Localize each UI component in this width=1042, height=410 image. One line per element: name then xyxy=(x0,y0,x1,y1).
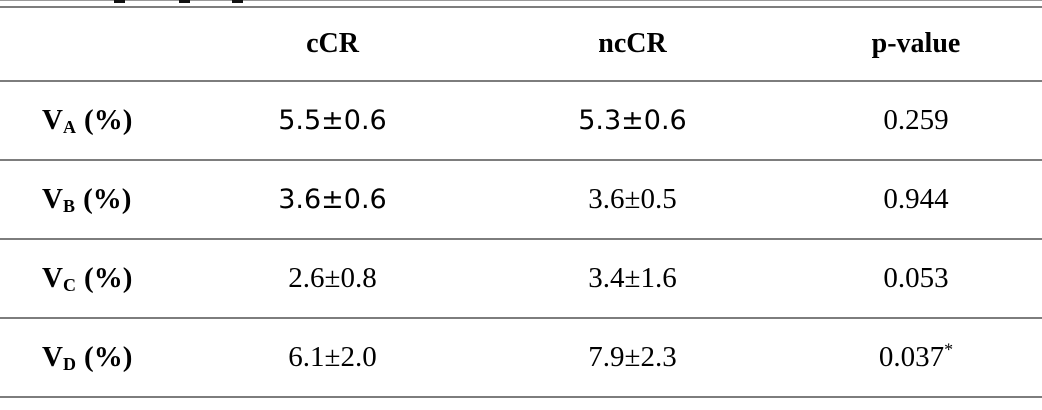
subscript: A xyxy=(62,116,76,137)
value-pvalue: 0.053 xyxy=(883,262,949,294)
column-header-ccr: cCR xyxy=(306,28,359,59)
clipped-glyph-descender xyxy=(179,0,190,3)
row-label-vb: VB (%) xyxy=(42,183,132,216)
value-nccr: 3.6±0.5 xyxy=(588,183,677,215)
table-row-vd: VD (%) 6.1±2.0 7.9±2.3 0.037* xyxy=(0,318,1042,397)
value-ccr: 3.6±0.6 xyxy=(278,184,387,215)
table-row-vb: VB (%) 3.6±0.6 3.6±0.5 0.944 xyxy=(0,160,1042,239)
clipped-glyph-descender xyxy=(232,0,243,3)
significance-asterisk: * xyxy=(944,339,954,360)
value-pvalue: 0.944 xyxy=(883,183,949,215)
row-label-va: VA (%) xyxy=(42,104,133,137)
subscript: C xyxy=(62,274,76,295)
comparison-table: cCR ncCR p-value VA (%) 5.5±0.6 5.3±0.6 0… xyxy=(0,6,1042,398)
subscript: B xyxy=(62,195,75,216)
column-header-pvalue: p-value xyxy=(871,28,961,59)
value-nccr: 3.4±1.6 xyxy=(588,262,677,294)
value-nccr: 5.3±0.6 xyxy=(578,105,687,136)
corner-cell xyxy=(0,7,190,81)
header-row: cCR ncCR p-value xyxy=(0,7,1042,81)
value-ccr: 6.1±2.0 xyxy=(288,341,377,373)
value-ccr: 2.6±0.8 xyxy=(288,262,377,294)
value-ccr: 5.5±0.6 xyxy=(278,105,387,136)
table-row-va: VA (%) 5.5±0.6 5.3±0.6 0.259 xyxy=(0,81,1042,160)
row-label-vd: VD (%) xyxy=(42,341,133,374)
value-pvalue: 0.259 xyxy=(883,104,949,136)
clipped-glyph-descender xyxy=(114,0,125,3)
subscript: D xyxy=(62,353,76,374)
clipped-text-baseline xyxy=(0,0,1042,1)
row-label-vc: VC (%) xyxy=(42,262,133,295)
table-row-vc: VC (%) 2.6±0.8 3.4±1.6 0.053 xyxy=(0,239,1042,318)
value-nccr: 7.9±2.3 xyxy=(588,341,677,373)
value-pvalue: 0.037* xyxy=(878,339,954,373)
column-header-nccr: ncCR xyxy=(598,28,667,59)
clipped-caption-remnant xyxy=(0,0,1042,4)
